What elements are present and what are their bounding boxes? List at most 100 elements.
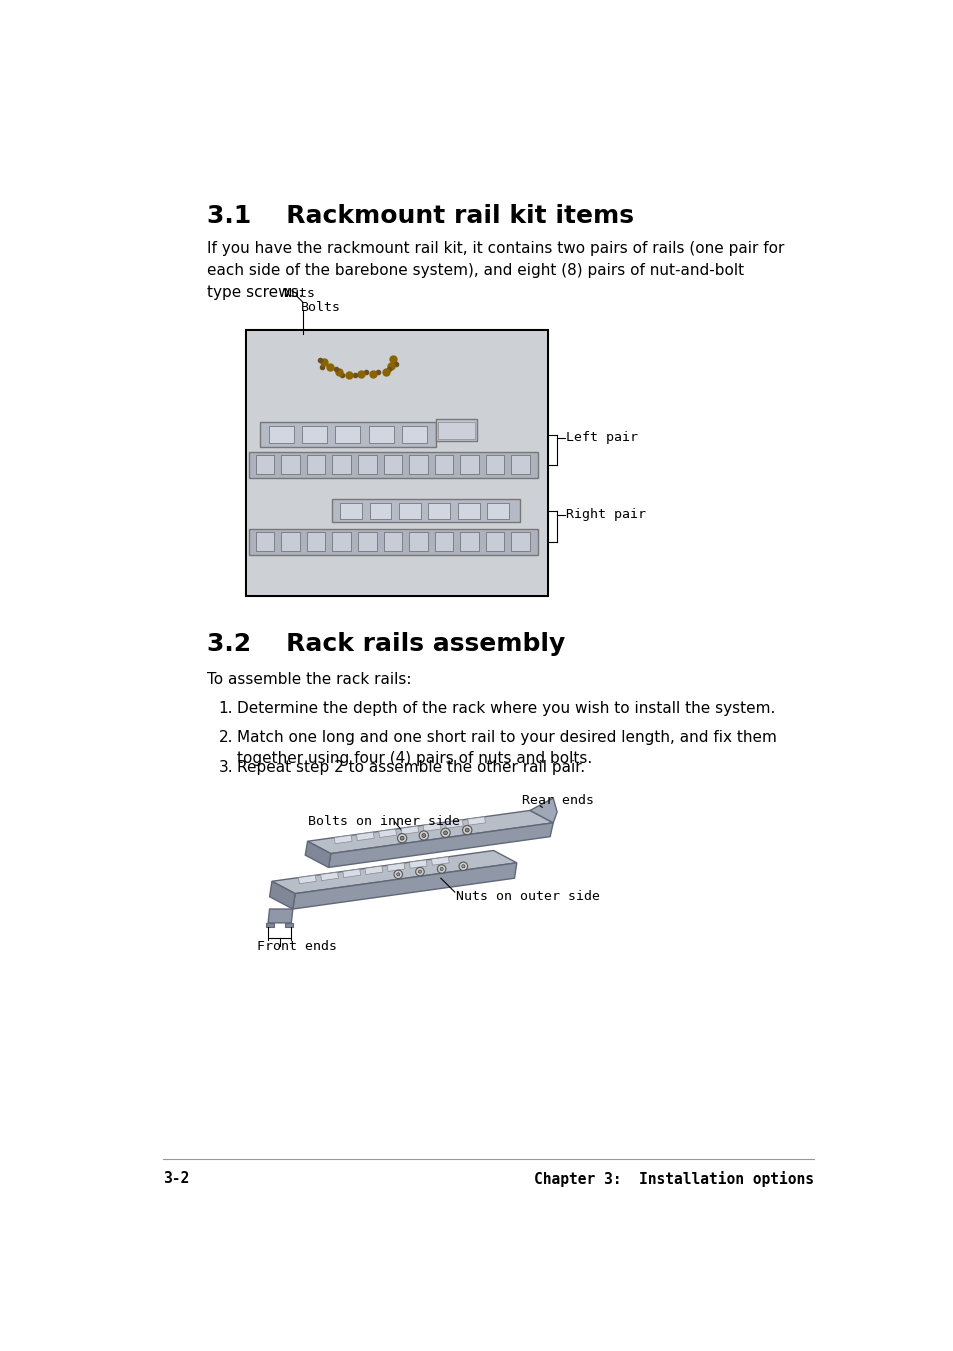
Circle shape	[397, 834, 406, 843]
Bar	[383, 455, 402, 474]
Bar	[409, 532, 427, 551]
Circle shape	[461, 865, 464, 867]
Bar	[511, 455, 530, 474]
Text: Nuts on outer side: Nuts on outer side	[456, 890, 599, 902]
Bar	[307, 532, 325, 551]
Bar	[307, 455, 325, 474]
Bar	[459, 455, 478, 474]
Text: 2.: 2.	[218, 731, 233, 746]
Bar	[402, 426, 427, 443]
Bar	[332, 532, 351, 551]
Polygon shape	[356, 832, 374, 840]
Text: 3-2: 3-2	[163, 1171, 190, 1186]
Bar	[255, 532, 274, 551]
Bar	[335, 426, 360, 443]
Bar	[245, 330, 547, 596]
Circle shape	[436, 865, 445, 873]
Polygon shape	[365, 866, 382, 874]
Polygon shape	[320, 873, 338, 881]
Bar	[357, 455, 376, 474]
Text: 3.1    Rackmount rail kit items: 3.1 Rackmount rail kit items	[207, 204, 633, 228]
Circle shape	[443, 831, 447, 835]
Circle shape	[394, 870, 402, 878]
Circle shape	[439, 867, 443, 870]
Polygon shape	[285, 923, 293, 927]
Polygon shape	[270, 881, 294, 909]
Bar	[437, 423, 475, 439]
Bar	[436, 419, 476, 440]
Polygon shape	[378, 830, 396, 838]
Text: Determine the depth of the rack where you wish to install the system.: Determine the depth of the rack where yo…	[236, 701, 775, 716]
Polygon shape	[328, 823, 553, 867]
Bar	[369, 426, 394, 443]
Polygon shape	[400, 825, 418, 835]
Text: Repeat step 2 to assemble the other rail pair.: Repeat step 2 to assemble the other rail…	[236, 759, 584, 774]
Bar	[511, 532, 530, 551]
Polygon shape	[307, 811, 553, 854]
Polygon shape	[342, 869, 360, 878]
Polygon shape	[431, 857, 449, 865]
Polygon shape	[298, 875, 316, 884]
Text: Right pair: Right pair	[566, 508, 646, 521]
Text: 3.: 3.	[218, 759, 233, 774]
Polygon shape	[445, 820, 463, 828]
Text: Nuts: Nuts	[282, 286, 314, 300]
Polygon shape	[530, 798, 557, 823]
Polygon shape	[305, 842, 331, 867]
Bar	[435, 532, 453, 551]
Text: Rear ends: Rear ends	[521, 793, 594, 807]
Bar	[259, 423, 436, 447]
Bar	[487, 503, 509, 519]
Bar	[247, 331, 546, 594]
Bar	[249, 528, 537, 555]
Circle shape	[421, 834, 425, 838]
Bar	[281, 455, 299, 474]
Bar	[398, 503, 420, 519]
Circle shape	[399, 836, 404, 840]
Polygon shape	[268, 909, 293, 923]
Polygon shape	[467, 817, 485, 825]
Bar	[269, 426, 294, 443]
Text: Match one long and one short rail to your desired length, and fix them
together : Match one long and one short rail to you…	[236, 731, 776, 766]
Circle shape	[418, 831, 428, 840]
Bar	[457, 503, 479, 519]
Bar	[369, 503, 391, 519]
Circle shape	[440, 828, 450, 838]
Circle shape	[416, 867, 424, 875]
Polygon shape	[293, 863, 517, 909]
Text: Front ends: Front ends	[257, 940, 336, 952]
Bar	[435, 455, 453, 474]
Bar	[409, 455, 427, 474]
Circle shape	[418, 870, 421, 873]
Circle shape	[462, 825, 472, 835]
Polygon shape	[387, 863, 404, 871]
Bar	[281, 532, 299, 551]
Text: Left pair: Left pair	[566, 431, 638, 444]
Bar	[302, 426, 327, 443]
Polygon shape	[409, 859, 427, 869]
Bar	[332, 500, 519, 523]
Polygon shape	[334, 835, 352, 843]
Bar	[340, 503, 361, 519]
Circle shape	[465, 828, 469, 832]
Circle shape	[458, 862, 467, 870]
Bar	[428, 503, 450, 519]
Text: To assemble the rack rails:: To assemble the rack rails:	[207, 671, 411, 686]
Bar	[459, 532, 478, 551]
Text: If you have the rackmount rail kit, it contains two pairs of rails (one pair for: If you have the rackmount rail kit, it c…	[207, 242, 783, 300]
Text: Chapter 3:  Installation options: Chapter 3: Installation options	[534, 1171, 814, 1186]
Bar	[332, 455, 351, 474]
Bar	[485, 532, 504, 551]
Polygon shape	[266, 923, 274, 927]
Circle shape	[396, 873, 399, 875]
Bar	[249, 451, 537, 478]
Text: 1.: 1.	[218, 701, 233, 716]
Text: 3.2    Rack rails assembly: 3.2 Rack rails assembly	[207, 632, 564, 655]
Bar	[255, 455, 274, 474]
Bar	[383, 532, 402, 551]
Polygon shape	[272, 851, 517, 893]
Text: Bolts on inner side: Bolts on inner side	[307, 815, 459, 828]
Polygon shape	[423, 823, 440, 831]
Bar	[485, 455, 504, 474]
Text: Bolts: Bolts	[301, 301, 341, 313]
